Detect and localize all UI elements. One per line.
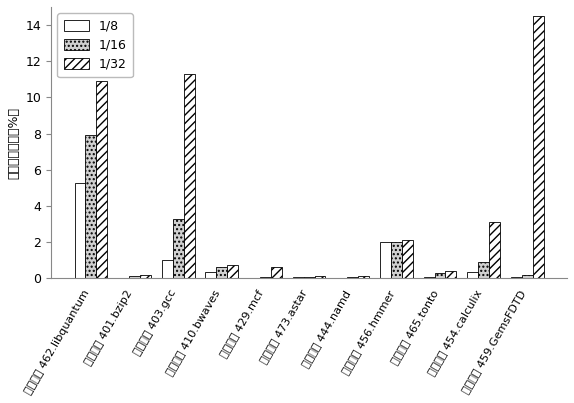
Bar: [478, 262, 489, 278]
Bar: [511, 277, 522, 278]
Bar: [358, 276, 369, 278]
Bar: [304, 277, 315, 278]
Bar: [445, 271, 456, 278]
Y-axis label: 运行时间开销（%）: 运行时间开销（%）: [7, 107, 20, 179]
Bar: [75, 183, 86, 278]
Bar: [347, 277, 358, 278]
Bar: [293, 277, 304, 278]
Bar: [216, 267, 227, 278]
Bar: [86, 135, 96, 278]
Bar: [467, 272, 478, 278]
Bar: [424, 277, 435, 278]
Bar: [184, 74, 195, 278]
Bar: [96, 81, 107, 278]
Bar: [489, 222, 500, 278]
Bar: [271, 267, 282, 278]
Legend: 1/8, 1/16, 1/32: 1/8, 1/16, 1/32: [57, 13, 133, 77]
Bar: [140, 275, 151, 278]
Bar: [380, 242, 391, 278]
Bar: [435, 273, 445, 278]
Bar: [162, 260, 173, 278]
Bar: [533, 16, 544, 278]
Bar: [129, 276, 140, 278]
Bar: [391, 242, 402, 278]
Bar: [227, 265, 238, 278]
Bar: [205, 272, 216, 278]
Bar: [522, 275, 533, 278]
Bar: [173, 219, 184, 278]
Bar: [260, 277, 271, 278]
Bar: [315, 276, 325, 278]
Bar: [402, 241, 413, 278]
